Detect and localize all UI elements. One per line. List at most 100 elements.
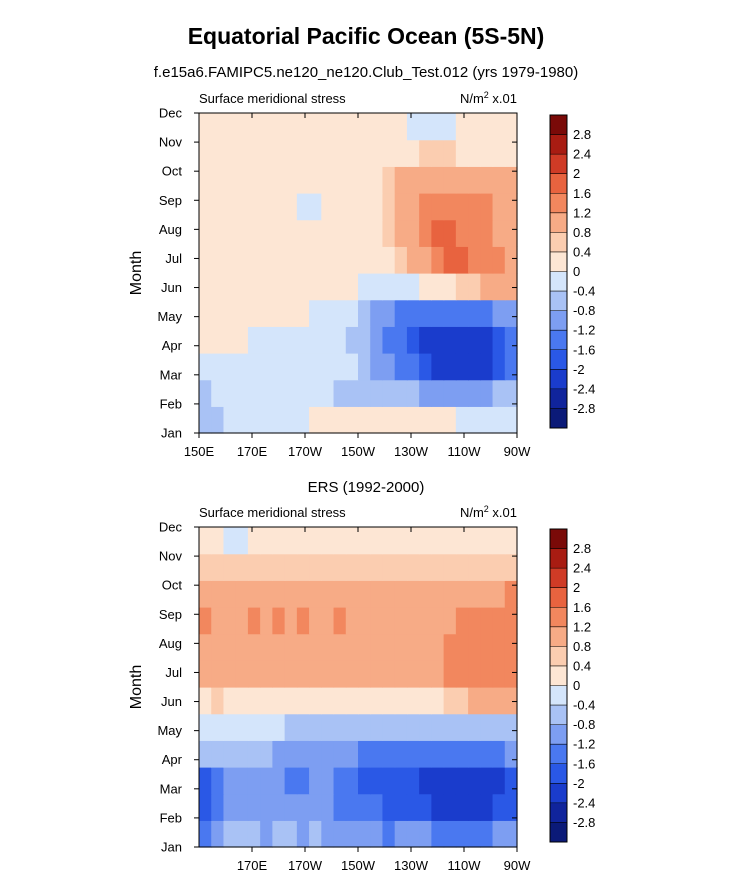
- heatmap-cell: [235, 193, 249, 221]
- heatmap-cell: [247, 379, 261, 407]
- heatmap-cell: [296, 379, 310, 407]
- heatmap-cell: [480, 379, 494, 407]
- heatmap-cell: [443, 607, 457, 635]
- colorbar-swatch: [550, 587, 567, 608]
- heatmap-cell: [431, 246, 445, 274]
- heatmap-cell: [480, 139, 494, 167]
- heatmap-cell: [333, 273, 347, 301]
- heatmap-cell: [443, 820, 457, 848]
- heatmap-cell: [504, 166, 518, 194]
- heatmap-cell: [284, 353, 298, 381]
- heatmap-cell: [247, 246, 261, 274]
- heatmap-cell: [247, 740, 261, 768]
- colorbar-swatch: [550, 115, 567, 135]
- heatmap-cell: [284, 713, 298, 741]
- heatmap-cell: [321, 607, 335, 635]
- colorbar-swatch: [550, 646, 567, 667]
- heatmap-cell: [211, 219, 225, 247]
- heatmap-cell: [309, 326, 322, 354]
- y-tick-label: Mar: [160, 367, 183, 382]
- heatmap-cell: [260, 580, 273, 608]
- heatmap-cell: [394, 713, 408, 741]
- heatmap-cell: [406, 820, 420, 848]
- heatmap-cell: [345, 406, 359, 434]
- heatmap-cell: [443, 687, 457, 715]
- colorbar-swatch: [550, 134, 567, 155]
- heatmap-cell: [382, 820, 396, 848]
- y-tick-label: May: [157, 309, 182, 324]
- heatmap-cell: [309, 767, 322, 795]
- heatmap-cell: [247, 166, 261, 194]
- y-tick-label: Apr: [162, 752, 183, 767]
- y-tick-label: Jan: [161, 840, 182, 855]
- heatmap-cell: [284, 219, 298, 247]
- heatmap-cell: [455, 113, 469, 141]
- x-tick-label: 170E: [237, 858, 268, 873]
- heatmap-cell: [492, 713, 506, 741]
- heatmap-cell: [284, 406, 298, 434]
- heatmap-cell: [247, 633, 261, 661]
- heatmap-cell: [358, 353, 371, 381]
- y-tick-label: Jul: [165, 251, 182, 266]
- heatmap-cell: [492, 687, 506, 715]
- heatmap-cell: [260, 633, 273, 661]
- heatmap-cell: [468, 820, 481, 848]
- heatmap-cell: [394, 633, 408, 661]
- heatmap-cell: [284, 660, 298, 688]
- heatmap-cell: [333, 406, 347, 434]
- heatmap-cell: [223, 113, 237, 141]
- heatmap-cell: [235, 767, 249, 795]
- colorbar-label: 0.8: [573, 639, 591, 654]
- colorbar-swatch: [550, 154, 567, 174]
- colorbar-label: 1.2: [573, 619, 591, 634]
- colorbar-swatch: [550, 408, 567, 429]
- heatmap-cell: [480, 687, 494, 715]
- heatmap-cell: [345, 607, 359, 635]
- heatmap-cell: [235, 219, 249, 247]
- heatmap-cell: [321, 660, 335, 688]
- heatmap-cell: [358, 793, 371, 821]
- heatmap-cell: [455, 793, 469, 821]
- heatmap-cell: [382, 580, 396, 608]
- heatmap-cell: [199, 607, 212, 635]
- heatmap-cell: [492, 553, 506, 581]
- heatmap-cell: [358, 633, 371, 661]
- heatmap-cell: [247, 793, 261, 821]
- heatmap-cell: [504, 687, 518, 715]
- heatmap-cell: [406, 580, 420, 608]
- heatmap-cell: [358, 767, 371, 795]
- heatmap-cell: [284, 793, 298, 821]
- heatmap-cell: [492, 193, 506, 221]
- heatmap-cell: [296, 553, 310, 581]
- heatmap-cell: [309, 820, 322, 848]
- heatmap-cell: [199, 580, 212, 608]
- heatmap-cell: [394, 299, 408, 327]
- heatmap-cell: [394, 740, 408, 768]
- heatmap-cell: [358, 580, 371, 608]
- heatmap-cell: [296, 713, 310, 741]
- heatmap-cell: [419, 353, 432, 381]
- heatmap-cell: [235, 607, 249, 635]
- heatmap-cell: [406, 660, 420, 688]
- heatmap-cell: [406, 299, 420, 327]
- heatmap-cell: [492, 353, 506, 381]
- heatmap-cell: [431, 193, 445, 221]
- heatmap-cell: [309, 299, 322, 327]
- heatmap-cell: [333, 767, 347, 795]
- heatmap-cell: [321, 633, 335, 661]
- panel-model-left-label: Surface meridional stress: [199, 91, 346, 106]
- heatmap-cell: [211, 113, 225, 141]
- heatmap-cell: [199, 713, 212, 741]
- heatmap-cell: [309, 273, 322, 301]
- heatmap-cell: [235, 326, 249, 354]
- heatmap-cell: [406, 687, 420, 715]
- heatmap-cell: [431, 660, 445, 688]
- heatmap-cell: [358, 219, 371, 247]
- heatmap-cell: [480, 326, 494, 354]
- x-tick-label: 130W: [394, 444, 429, 459]
- heatmap-cell: [260, 219, 273, 247]
- heatmap-cell: [296, 767, 310, 795]
- heatmap-cell: [247, 113, 261, 141]
- heatmap-cell: [394, 246, 408, 274]
- heatmap-cell: [235, 353, 249, 381]
